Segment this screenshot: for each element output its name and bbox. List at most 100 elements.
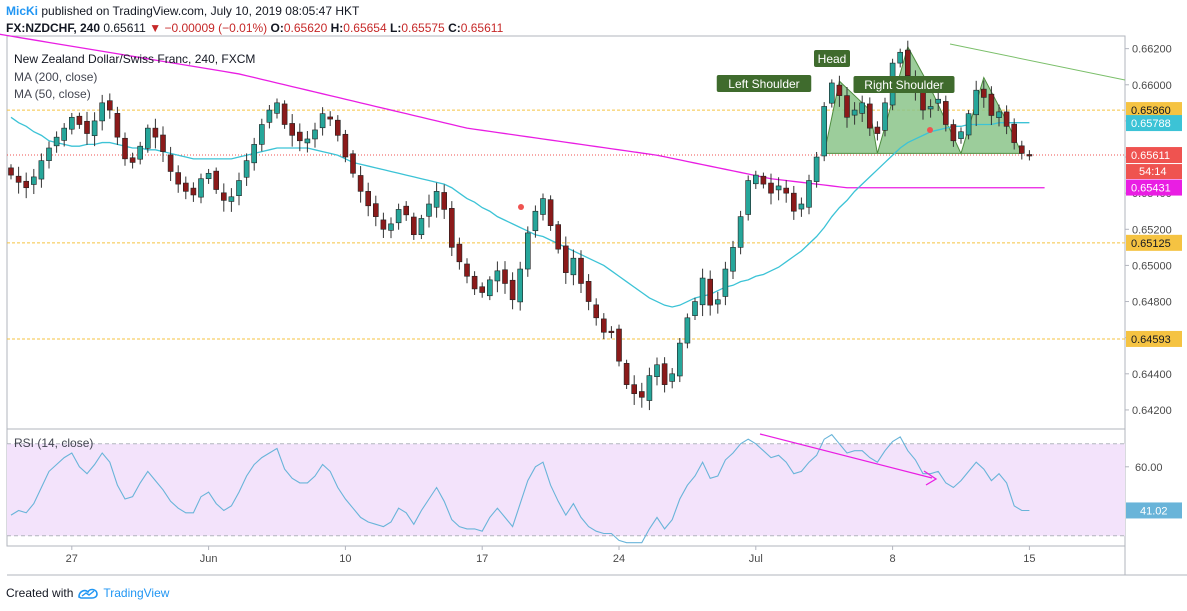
candle-down (950, 124, 957, 142)
last-price-badge-bg (1126, 147, 1182, 164)
candle-down (980, 88, 987, 98)
candle-down (904, 49, 911, 77)
level-badge: 0.64593 (1131, 334, 1171, 346)
candle-up (821, 106, 828, 157)
x-tick-label: Jul (749, 553, 763, 565)
candle-up (137, 145, 143, 160)
candle-up (737, 216, 744, 248)
candle-down (790, 192, 797, 212)
low-label: L: (390, 21, 402, 35)
candle-up (676, 342, 683, 377)
level-badge-bg (1126, 234, 1182, 251)
candle-down (84, 120, 90, 134)
candle-up (205, 172, 212, 180)
x-tick-label: 27 (66, 553, 78, 565)
candle-down (8, 167, 14, 176)
candle-up (570, 257, 577, 276)
candle-up (274, 102, 280, 114)
candle-down (372, 203, 379, 217)
y-tick-label: 0.64800 (1132, 297, 1172, 309)
countdown-badge-bg (1126, 164, 1182, 180)
right-shoulder-label-bg (853, 76, 955, 93)
candle-down (456, 243, 463, 263)
ma50-badge-bg (1126, 115, 1182, 132)
candle-down (23, 180, 30, 189)
candle-down (1026, 154, 1033, 157)
footer: Created with TradingView (6, 586, 169, 600)
candle-down (464, 263, 470, 277)
candle-up (532, 210, 539, 232)
x-tick-label: 8 (890, 553, 896, 565)
candle-up (524, 232, 531, 270)
created-with-text: Created with (6, 586, 74, 600)
candle-down (129, 157, 136, 163)
candle-down (221, 192, 227, 201)
candle-up (418, 218, 425, 236)
y-tick-label: 0.64200 (1132, 405, 1172, 417)
candle-down (874, 126, 881, 134)
right-shoulder-label: Right Shoulder (864, 78, 943, 92)
head-label: Head (818, 52, 847, 66)
candle-down (365, 191, 372, 207)
author-name[interactable]: MicKi (6, 4, 39, 18)
candle-up (99, 102, 105, 122)
candle-up (745, 180, 752, 215)
candle-down (289, 123, 296, 136)
candle-up (927, 106, 934, 110)
candle-up (494, 270, 501, 282)
candle-up (859, 102, 866, 114)
candle-down (122, 137, 128, 160)
candle-down (380, 219, 387, 230)
x-tick-label: 24 (613, 553, 625, 565)
candle-up (540, 198, 546, 215)
candle-up (198, 178, 204, 198)
countdown-badge: 54:14 (1139, 166, 1167, 178)
ma200-line (0, 33, 1045, 189)
candle-up (654, 364, 660, 377)
candle-down (585, 281, 592, 302)
candle-down (334, 119, 341, 136)
candle-down (342, 133, 349, 158)
candle-down (555, 224, 562, 250)
y-tick-label: 0.66000 (1132, 80, 1172, 92)
candle-up (304, 138, 311, 144)
candle-down (296, 131, 303, 142)
candle-down (114, 113, 121, 138)
candle-up (243, 160, 250, 178)
level-badge: 0.65125 (1131, 238, 1171, 250)
tradingview-brand[interactable]: TradingView (103, 586, 170, 600)
candle-up (61, 127, 68, 141)
open-label: O: (270, 21, 284, 35)
candle-down (410, 216, 417, 236)
candle-down (707, 278, 714, 306)
chart-title: New Zealand Dollar/Swiss Franc, 240, FXC… (14, 52, 256, 66)
candle-down (281, 103, 288, 125)
price-change: −0.00009 (−0.01%) (164, 21, 268, 35)
close-label: C: (448, 21, 461, 35)
candle-down (15, 175, 22, 183)
candle-down (357, 175, 364, 192)
candle-down (160, 134, 166, 152)
candle-up (684, 317, 691, 344)
candle-down (844, 95, 850, 118)
candle-down (1018, 145, 1025, 154)
candle-up (53, 136, 60, 147)
candle-up (38, 160, 45, 180)
symbol-line: FX:NZDCHF, 240 0.65611 ▼ −0.00009 (−0.01… (6, 21, 503, 35)
candle-up (692, 301, 698, 316)
candle-up (258, 124, 265, 145)
last-price-badge: 0.65611 (1131, 150, 1170, 162)
rsi-badge-bg (1126, 502, 1182, 519)
candle-down (593, 304, 600, 319)
candle-down (441, 192, 448, 210)
candle-down (167, 154, 174, 172)
y-tick-label: 0.65000 (1132, 260, 1172, 272)
candle-down (768, 182, 774, 194)
candle-down (1003, 111, 1010, 127)
level-badge: 0.65860 (1131, 105, 1171, 117)
candle-down (175, 172, 181, 185)
candle-down (988, 93, 995, 116)
candle-down (107, 100, 113, 111)
candle-up (426, 203, 432, 217)
